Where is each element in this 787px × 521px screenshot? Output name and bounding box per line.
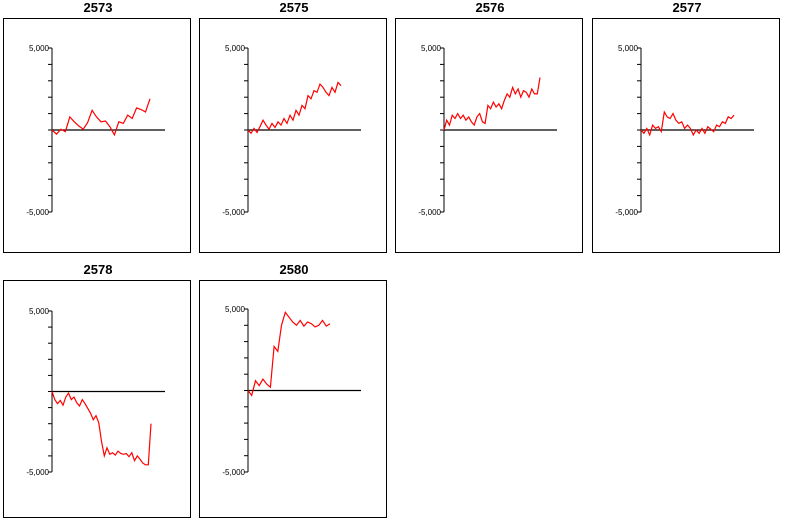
chart-title: 2573: [83, 0, 113, 15]
chart-plot: 5,000 -5,000: [26, 307, 165, 477]
chart-frame: [592, 18, 780, 253]
chart-panel-2580: 2580 5,000 -5,000: [199, 262, 389, 520]
chart-frame: [3, 18, 191, 253]
chart-title: 2575: [279, 0, 309, 15]
series-line: [51, 391, 152, 466]
chart-frame: [3, 280, 191, 518]
series-line: [51, 98, 151, 137]
chart-panel-2575: 2575 5,000 -5,000: [199, 0, 389, 258]
chart-plot: 5,000 -5,000: [222, 305, 361, 477]
chart-plot: 5,000 -5,000: [222, 44, 361, 217]
chart-panel-2576: 2576 5,000 -5,000: [395, 0, 585, 258]
chart-panel-2577: 2577 5,000 -5,000: [592, 0, 782, 258]
series-line: [443, 77, 541, 131]
y-tick-label: 5,000: [29, 307, 50, 316]
y-tick-label: -5,000: [26, 468, 49, 477]
series-line: [247, 81, 342, 135]
chart-title: 2577: [672, 0, 702, 15]
series-line: [247, 310, 331, 397]
y-tick-label: -5,000: [222, 208, 245, 217]
chart-title: 2576: [475, 0, 505, 15]
y-tick-label: -5,000: [222, 468, 245, 477]
y-tick-label: 5,000: [421, 44, 442, 53]
chart-plot: 5,000 -5,000: [418, 44, 557, 217]
chart-panel-2578: 2578 5,000 -5,000: [3, 262, 193, 520]
y-tick-label: 5,000: [29, 44, 50, 53]
series-line: [640, 110, 735, 137]
chart-frame: [199, 280, 387, 518]
y-tick-label: -5,000: [26, 208, 49, 217]
y-tick-label: 5,000: [225, 44, 246, 53]
chart-title: 2580: [279, 262, 309, 277]
chart-frame: [395, 18, 583, 253]
chart-plot: 5,000 -5,000: [615, 44, 754, 217]
chart-frame: [199, 18, 387, 253]
y-tick-label: -5,000: [418, 208, 441, 217]
chart-title: 2578: [83, 262, 113, 277]
y-tick-label: 5,000: [225, 305, 246, 314]
chart-plot: 5,000 -5,000: [26, 44, 165, 217]
chart-panel-2573: 2573 5,000 -5,000: [3, 0, 193, 258]
y-tick-label: 5,000: [618, 44, 639, 53]
y-tick-label: -5,000: [615, 208, 638, 217]
